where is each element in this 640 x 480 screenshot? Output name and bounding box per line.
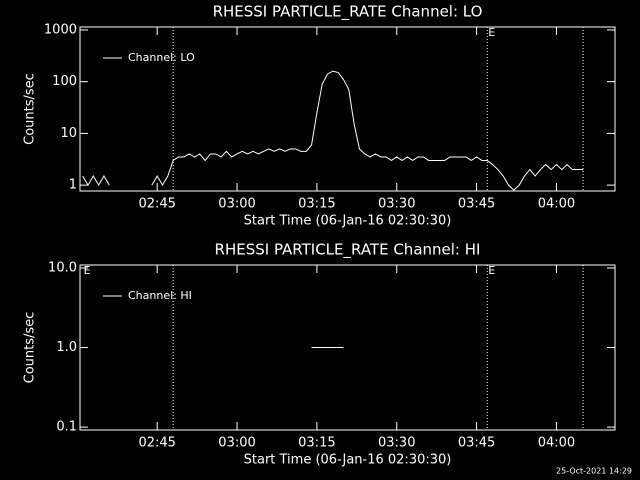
x-axis-label: Start Time (06-Jan-16 02:30:30) (244, 453, 452, 468)
x-tick-label: 03:45 (458, 436, 495, 451)
x-tick-label: 02:45 (138, 436, 175, 451)
x-tick-label: 02:45 (138, 197, 175, 212)
series-line (82, 70, 584, 191)
x-axis-label: Start Time (06-Jan-16 02:30:30) (244, 214, 452, 229)
x-tick-label: 03:30 (378, 197, 415, 212)
y-tick-label: 0.1 (56, 420, 77, 435)
y-tick-label: 100 (52, 74, 77, 89)
footer-date: 25-Oct-2021 14:29 (556, 467, 632, 476)
y-tick-label: 1 (69, 178, 77, 193)
chart-title: RHESSI PARTICLE_RATE Channel: LO (213, 3, 483, 22)
y-axis-label: Counts/sec (23, 73, 38, 145)
y-tick-label: 1000 (44, 22, 77, 37)
x-tick-label: 03:15 (298, 197, 335, 212)
x-tick-label: 04:00 (538, 197, 575, 212)
annotation: E (488, 264, 495, 277)
legend-label: Channel: HI (128, 289, 192, 302)
x-tick-label: 03:00 (218, 436, 255, 451)
x-tick-label: 03:30 (378, 436, 415, 451)
y-tick-label: 10.0 (48, 260, 77, 275)
annotation: E (84, 264, 91, 277)
legend-label: Channel: LO (128, 51, 195, 64)
x-tick-label: 04:00 (538, 436, 575, 451)
x-tick-label: 03:45 (458, 197, 495, 212)
y-tick-label: 1.0 (56, 340, 77, 355)
plot-frame (79, 26, 616, 192)
annotation: E (488, 26, 495, 39)
chart-title: RHESSI PARTICLE_RATE Channel: HI (215, 241, 481, 260)
y-tick-label: 10 (60, 126, 77, 141)
y-axis-label: Counts/sec (23, 312, 38, 384)
x-tick-label: 03:00 (218, 197, 255, 212)
x-tick-label: 03:15 (298, 436, 335, 451)
